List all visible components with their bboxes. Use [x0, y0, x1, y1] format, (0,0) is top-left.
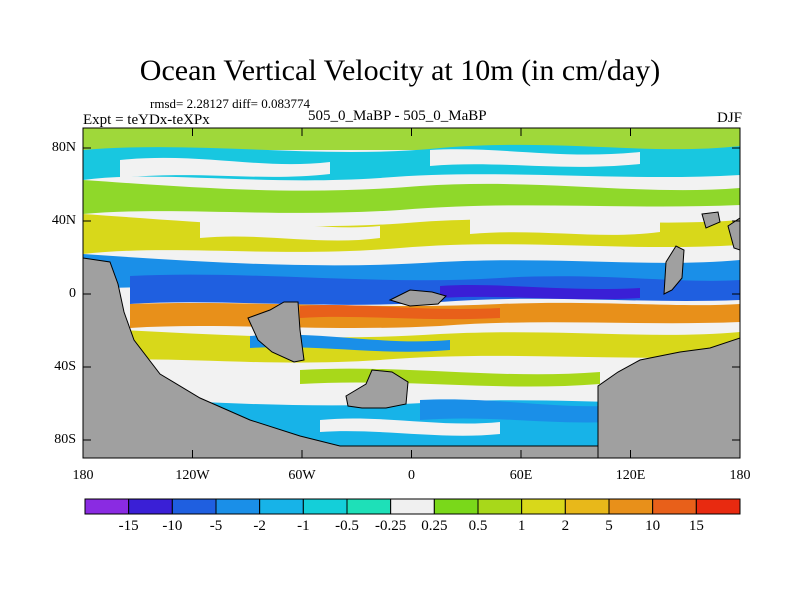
- colorbar-label: 0.25: [421, 518, 448, 534]
- colorbar-label: -1: [297, 518, 310, 534]
- y-tick-label: 80N: [51, 140, 76, 155]
- colorbar-swatch: [521, 498, 566, 515]
- colorbar-swatch: [215, 498, 261, 515]
- colorbar-label: -5: [209, 518, 223, 534]
- colorbar-swatch: [390, 498, 435, 515]
- colorbar-label: 1: [517, 518, 526, 534]
- colorbar-swatch: [477, 498, 523, 515]
- y-tick-label: 40N: [51, 213, 76, 228]
- colorbar-swatch: [564, 498, 610, 515]
- colorbar: [84, 498, 741, 515]
- colorbar-label: 0.5: [468, 518, 488, 534]
- colorbar-swatch: [652, 498, 697, 515]
- center-label: 505_0_MaBP - 505_0_MaBP: [308, 108, 487, 124]
- x-tick-label: 0: [408, 468, 415, 483]
- map-title: Ocean Vertical Velocity at 10m (in cm/da…: [139, 54, 661, 87]
- colorbar-label: 10: [645, 518, 661, 534]
- colorbar-swatch: [433, 498, 479, 515]
- colorbar-label: -0.25: [375, 518, 407, 534]
- colorbar-swatch: [171, 498, 217, 515]
- season-label: DJF: [716, 110, 742, 126]
- colorbar-label: 2: [561, 518, 570, 534]
- colorbar-swatch: [302, 498, 348, 515]
- x-tick-marks: [82, 128, 741, 458]
- x-tick-label: 60W: [288, 468, 316, 483]
- colorbar-label: 5: [605, 518, 613, 534]
- colorbar-swatch: [346, 498, 392, 515]
- y-tick-label: 40S: [54, 359, 76, 374]
- x-tick-label: 60E: [509, 468, 533, 483]
- colorbar-label: -2: [253, 518, 266, 534]
- colorbar-swatch: [259, 498, 304, 515]
- colorbar-swatch: [84, 498, 130, 515]
- colorbar-label: -10: [162, 518, 183, 534]
- colorbar-swatch: [128, 498, 173, 515]
- colorbar-label: -0.5: [335, 518, 359, 534]
- x-tick-label: 180: [729, 468, 751, 483]
- x-tick-label: 120W: [175, 468, 210, 483]
- x-tick-label: 180: [72, 468, 94, 483]
- stats-label: rmsd= 2.28127 diff= 0.083774: [150, 96, 310, 111]
- x-tick-label: 120E: [615, 468, 646, 483]
- experiment-label: Expt = teYDx-teXPx: [83, 112, 210, 128]
- y-tick-label: 0: [69, 286, 76, 301]
- colorbar-swatch: [695, 498, 741, 515]
- colorbar-label: 15: [688, 518, 704, 534]
- y-tick-marks: [83, 147, 740, 441]
- y-tick-label: 80S: [54, 432, 76, 447]
- colorbar-label: -15: [118, 518, 139, 534]
- map-field: [83, 128, 740, 458]
- colorbar-swatch: [608, 498, 654, 515]
